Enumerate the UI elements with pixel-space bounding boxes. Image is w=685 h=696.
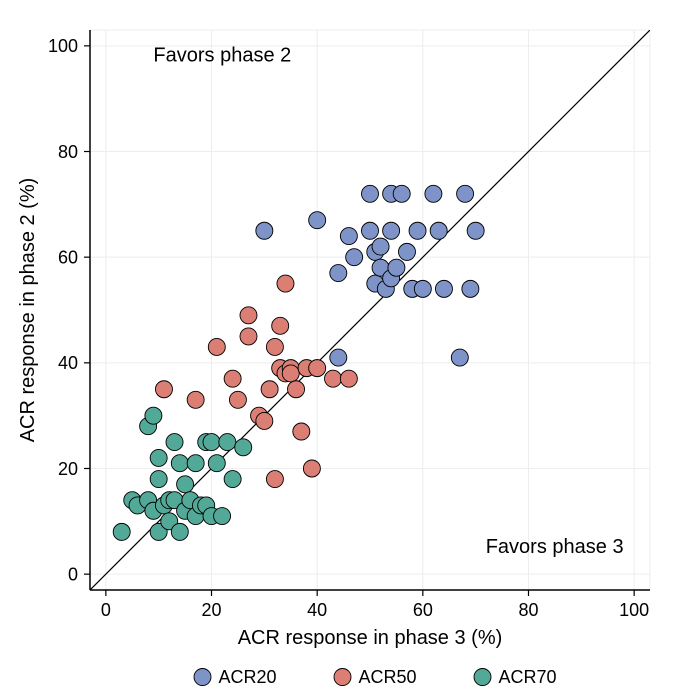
data-point [393, 185, 410, 202]
legend-swatch [194, 669, 211, 686]
y-tick-label: 60 [58, 247, 78, 267]
data-point [256, 222, 273, 239]
data-point [383, 222, 400, 239]
data-point [150, 471, 167, 488]
y-tick-label: 40 [58, 353, 78, 373]
legend-label: ACR70 [499, 667, 557, 687]
data-point [187, 391, 204, 408]
x-tick-label: 20 [201, 600, 221, 620]
data-point [145, 407, 162, 424]
data-point [457, 185, 474, 202]
legend-swatch [474, 669, 491, 686]
annotation-text: Favors phase 3 [486, 536, 624, 558]
data-point [171, 523, 188, 540]
data-point [171, 455, 188, 472]
x-tick-label: 100 [619, 600, 649, 620]
data-point [177, 476, 194, 493]
data-point [372, 238, 389, 255]
data-point [282, 365, 299, 382]
annotation-text: Favors phase 2 [153, 45, 291, 67]
legend-swatch [334, 669, 351, 686]
data-point [113, 523, 130, 540]
data-point [240, 307, 257, 324]
x-tick-label: 0 [101, 600, 111, 620]
data-point [214, 508, 231, 525]
data-point [288, 381, 305, 398]
data-point [309, 212, 326, 229]
data-point [155, 381, 172, 398]
data-point [208, 455, 225, 472]
data-point [266, 471, 283, 488]
y-tick-label: 100 [48, 36, 78, 56]
chart-svg: 0 20 40 60 80 100 0 20 40 60 80 100 ACR response in … [0, 0, 685, 696]
data-point [340, 370, 357, 387]
data-point [362, 185, 379, 202]
y-tick-label: 20 [58, 459, 78, 479]
data-point [219, 434, 236, 451]
data-point [398, 243, 415, 260]
scatter-chart: 0 20 40 60 80 100 0 20 40 60 80 100 ACR response in … [0, 0, 685, 696]
data-point [266, 338, 283, 355]
data-point [277, 275, 294, 292]
x-tick-label: 80 [518, 600, 538, 620]
data-point [451, 349, 468, 366]
data-point [256, 412, 273, 429]
data-point [330, 349, 347, 366]
x-tick-label: 40 [307, 600, 327, 620]
data-point [272, 317, 289, 334]
data-point [409, 222, 426, 239]
data-point [261, 381, 278, 398]
data-point [229, 391, 246, 408]
data-point [340, 228, 357, 245]
data-point [414, 280, 431, 297]
data-point [187, 455, 204, 472]
x-axis-label: ACR response in phase 3 (%) [238, 627, 503, 649]
y-axis-label: ACR response in phase 2 (%) [17, 178, 39, 443]
data-point [303, 460, 320, 477]
data-point [150, 449, 167, 466]
legend-label: ACR20 [219, 667, 277, 687]
data-point [224, 471, 241, 488]
data-point [467, 222, 484, 239]
data-point [208, 338, 225, 355]
data-point [325, 370, 342, 387]
legend-label: ACR50 [359, 667, 417, 687]
data-point [293, 423, 310, 440]
data-point [309, 360, 326, 377]
data-point [430, 222, 447, 239]
y-tick-label: 0 [68, 564, 78, 584]
data-point [388, 259, 405, 276]
data-point [425, 185, 442, 202]
data-point [462, 280, 479, 297]
data-point [240, 328, 257, 345]
data-point [330, 265, 347, 282]
data-point [235, 439, 252, 456]
data-point [362, 222, 379, 239]
y-tick-label: 80 [58, 142, 78, 162]
x-tick-label: 60 [413, 600, 433, 620]
data-point [224, 370, 241, 387]
data-point [346, 249, 363, 266]
data-point [166, 434, 183, 451]
data-point [203, 434, 220, 451]
data-point [435, 280, 452, 297]
